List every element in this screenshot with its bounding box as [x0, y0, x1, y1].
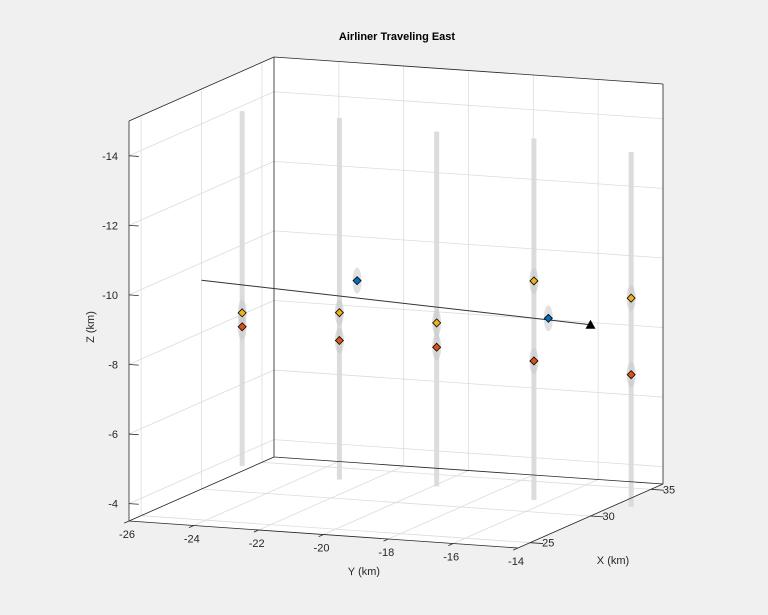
floor-grid-line — [261, 461, 651, 490]
z-tick-label: -6 — [108, 429, 118, 441]
x-tick-label: 35 — [663, 484, 675, 496]
detection-point — [529, 356, 539, 366]
y-tick-label: -22 — [249, 538, 265, 550]
box-edge — [273, 456, 664, 485]
tick-labels: -26 -24 -22 -20 -18 -16 -14 25 30 35 -14 -12 -10 -8 -6… — [102, 151, 675, 568]
sensor-columns — [239, 111, 634, 507]
side-grid-line — [128, 91, 275, 157]
detection-point — [334, 335, 344, 346]
detection-point — [334, 308, 344, 318]
box-edge — [128, 56, 275, 122]
z-tick-mark — [128, 294, 139, 296]
floor-grid-line — [141, 515, 531, 544]
z-tick-mark — [128, 224, 139, 227]
x-axis-label: X (km) — [597, 555, 629, 567]
detection-point — [626, 293, 636, 303]
chart-title: Airliner Traveling East — [339, 31, 455, 43]
y-tick-mark — [124, 520, 130, 524]
x-tick-mark — [590, 515, 604, 518]
y-tick-mark — [383, 538, 389, 542]
z-tick-mark — [128, 503, 139, 505]
y-tick-label: -24 — [184, 534, 200, 546]
side-grid-line — [128, 439, 275, 504]
y-tick-label: -26 — [119, 529, 135, 541]
y-tick-label: -20 — [314, 543, 330, 555]
y-tick-mark — [448, 543, 454, 546]
y-tick-label: -14 — [508, 556, 524, 568]
detection-point — [543, 313, 553, 323]
z-tick-mark — [128, 433, 139, 436]
box-edge — [273, 56, 664, 85]
z-tick-label: -14 — [102, 151, 118, 163]
box-edge — [128, 456, 275, 522]
plot-data — [201, 267, 636, 388]
detection-point — [352, 276, 362, 286]
y-tick-mark — [513, 547, 519, 551]
z-tick-label: -10 — [102, 290, 118, 302]
detection-point — [432, 318, 442, 328]
y-tick-mark — [188, 525, 194, 528]
back-grid-line — [273, 91, 664, 120]
z-tick-mark — [128, 364, 139, 366]
side-grid-line — [128, 300, 275, 365]
y-tick-mark — [318, 534, 324, 537]
detection-point — [529, 276, 539, 286]
airliner-truth-path — [201, 279, 591, 326]
y-tick-label: -18 — [378, 547, 394, 559]
y-tick-mark — [253, 529, 259, 533]
z-axis-label: Z (km) — [85, 311, 97, 343]
floor-grid-line — [201, 488, 591, 517]
detection-point — [237, 322, 247, 332]
side-grid-line — [128, 160, 275, 226]
x-tick-label: 25 — [542, 538, 554, 550]
detection-point — [237, 308, 247, 318]
detection-point — [626, 370, 636, 380]
side-grid-line — [128, 369, 275, 435]
detection-point — [432, 342, 442, 352]
z-tick-label: -4 — [108, 499, 118, 511]
z-tick-label: -8 — [108, 359, 118, 371]
airliner-position-marker — [585, 319, 596, 329]
x-tick-mark — [650, 488, 664, 491]
z-tick-label: -12 — [102, 220, 118, 232]
x-tick-label: 30 — [603, 511, 615, 523]
y-axis-label: Y (km) — [348, 566, 380, 579]
z-tick-mark — [128, 155, 139, 157]
x-tick-mark — [530, 542, 544, 544]
y-tick-label: -16 — [443, 552, 459, 564]
side-grid-line — [128, 230, 275, 296]
